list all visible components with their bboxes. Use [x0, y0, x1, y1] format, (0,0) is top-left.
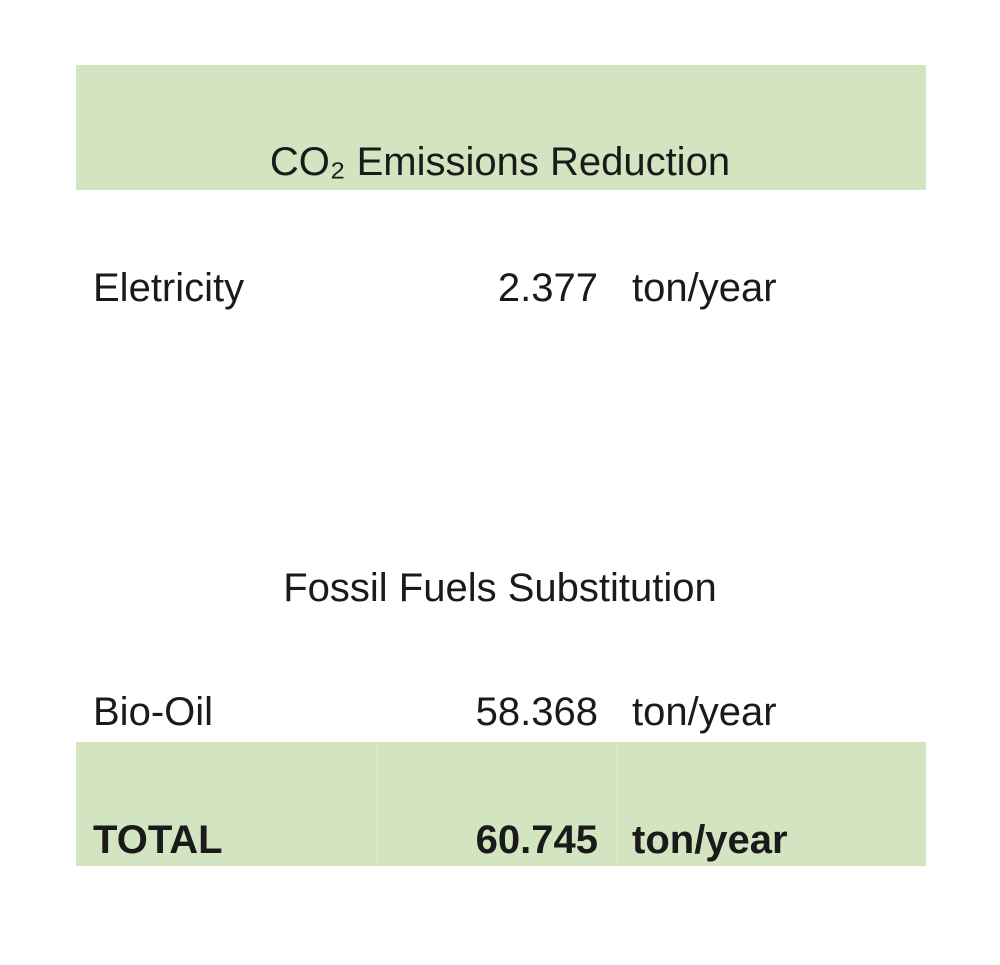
row-value: 2.377: [497, 266, 598, 310]
cell-divider: [377, 742, 378, 866]
total-label: TOTAL: [93, 818, 223, 862]
row-value: 58.368: [475, 690, 598, 734]
total-unit: ton/year: [632, 818, 788, 862]
header-band: [76, 65, 926, 190]
row-unit: ton/year: [632, 690, 777, 734]
total-band: [76, 742, 926, 866]
section-title: Fossil Fuels Substitution: [283, 566, 717, 610]
row-unit: ton/year: [632, 266, 777, 310]
title: CO₂ Emissions Reduction: [269, 140, 731, 184]
row-label: Bio-Oil: [93, 690, 214, 734]
cell-divider: [617, 742, 618, 866]
row-label: Eletricity: [93, 266, 245, 310]
total-value: 60.745: [475, 818, 598, 862]
